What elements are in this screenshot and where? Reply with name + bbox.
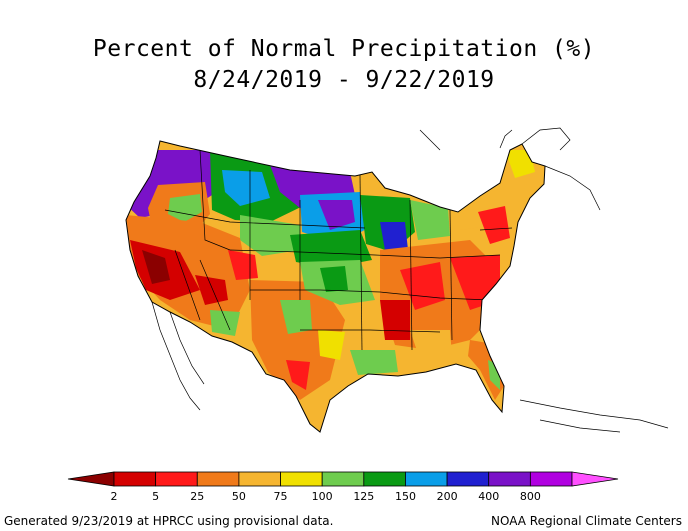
map-date-range: 8/24/2019 - 9/22/2019 xyxy=(193,67,495,93)
colorbar-segment xyxy=(446,471,490,487)
colorbar: 2 5 25 50 75 100 125 150 200 400 800 xyxy=(67,471,619,503)
colorbar-tick-label: 2 xyxy=(111,490,118,503)
colorbar-tick-label: 800 xyxy=(520,490,541,503)
colorbar-tick-label: 50 xyxy=(232,490,246,503)
colorbar-segment xyxy=(321,471,365,487)
state-boundaries xyxy=(164,149,513,351)
colorbar-labels: 2 5 25 50 75 100 125 150 200 400 800 xyxy=(111,490,541,503)
colorbar-segment xyxy=(280,471,323,487)
colorbar-segment xyxy=(196,471,240,487)
colorbar-tick-label: 125 xyxy=(353,490,374,503)
colorbar-high-arrow xyxy=(571,471,619,487)
colorbar-tick-label: 400 xyxy=(478,490,499,503)
colorbar-tick-label: 25 xyxy=(190,490,204,503)
colorbar-segments xyxy=(67,471,619,487)
colorbar-segment xyxy=(113,471,157,487)
colorbar-segment xyxy=(155,471,198,487)
us-outline xyxy=(125,140,546,433)
colorbar-tick-label: 200 xyxy=(437,490,458,503)
colorbar-segment xyxy=(363,471,406,487)
colorbar-low-arrow xyxy=(67,471,115,487)
colorbar-segment xyxy=(529,471,573,487)
neighbor-coastlines xyxy=(151,127,669,433)
colorbar-tick-label: 75 xyxy=(274,490,288,503)
map-title: Percent of Normal Precipitation (%) xyxy=(92,36,596,62)
colorbar-segment xyxy=(238,471,281,487)
colorbar-tick-label: 5 xyxy=(152,490,159,503)
colorbar-tick-label: 150 xyxy=(395,490,416,503)
colorbar-tick-label: 100 xyxy=(312,490,333,503)
colorbar-segment xyxy=(488,471,531,487)
source-credit: NOAA Regional Climate Centers xyxy=(491,514,682,528)
colorbar-segment xyxy=(405,471,448,487)
generated-note: Generated 9/23/2019 at HPRCC using provi… xyxy=(4,514,334,528)
